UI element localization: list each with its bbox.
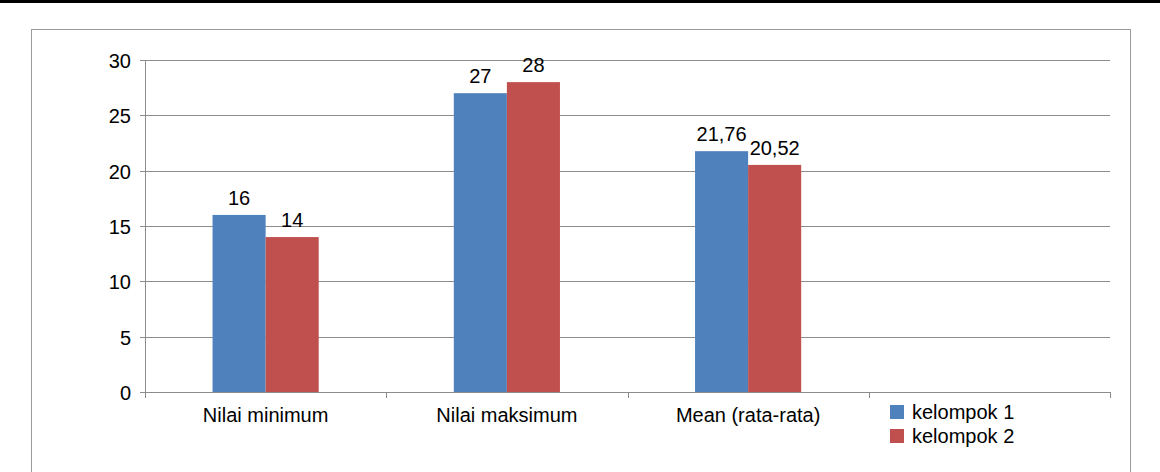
data-label: 21,76 <box>697 123 747 145</box>
grid-line <box>145 115 1110 116</box>
bar <box>695 151 748 392</box>
y-tick-label: 20 <box>109 161 131 183</box>
x-tick <box>145 392 146 398</box>
data-label: 20,52 <box>750 137 800 159</box>
y-axis <box>145 60 146 392</box>
bar <box>507 82 560 392</box>
grid-line <box>145 60 1110 61</box>
data-label: 28 <box>522 54 544 76</box>
y-tick <box>140 115 145 116</box>
bar <box>454 93 507 392</box>
y-tick-label: 15 <box>109 216 131 238</box>
x-tick <box>628 392 629 398</box>
x-tick <box>386 392 387 398</box>
data-label: 16 <box>228 187 250 209</box>
chart-frame <box>32 30 1131 472</box>
legend-swatch <box>890 429 904 443</box>
y-tick-label: 30 <box>109 50 131 72</box>
x-tick <box>869 392 870 398</box>
bar <box>213 215 266 392</box>
y-tick <box>140 392 145 393</box>
bars <box>213 82 802 392</box>
legend-label: kelompok 1 <box>912 401 1014 423</box>
top-rule <box>0 0 1160 3</box>
legend-swatch <box>890 405 904 419</box>
data-label: 14 <box>281 209 303 231</box>
y-tick <box>140 226 145 227</box>
chart: 0 5 10 15 20 25 30 Nilai minimum Nilai maksimum M… <box>0 0 1160 472</box>
x-tick <box>1110 392 1111 398</box>
y-tick-label: 10 <box>109 271 131 293</box>
bar <box>266 237 319 392</box>
y-tick <box>140 60 145 61</box>
y-tick <box>140 171 145 172</box>
y-tick <box>140 281 145 282</box>
y-tick-label: 5 <box>120 327 131 349</box>
grid-line <box>145 171 1110 172</box>
x-tick-label: Nilai maksimum <box>436 404 577 426</box>
x-axis <box>145 392 1110 393</box>
grid-line <box>145 392 1110 393</box>
x-tick-label: Nilai minimum <box>203 404 329 426</box>
bar <box>748 165 801 392</box>
y-tick-label: 0 <box>120 382 131 404</box>
y-tick <box>140 337 145 338</box>
legend-label: kelompok 2 <box>912 425 1014 447</box>
x-tick-label: Mean (rata-rata) <box>676 404 821 426</box>
y-tick-label: 25 <box>109 105 131 127</box>
data-label: 27 <box>469 65 491 87</box>
